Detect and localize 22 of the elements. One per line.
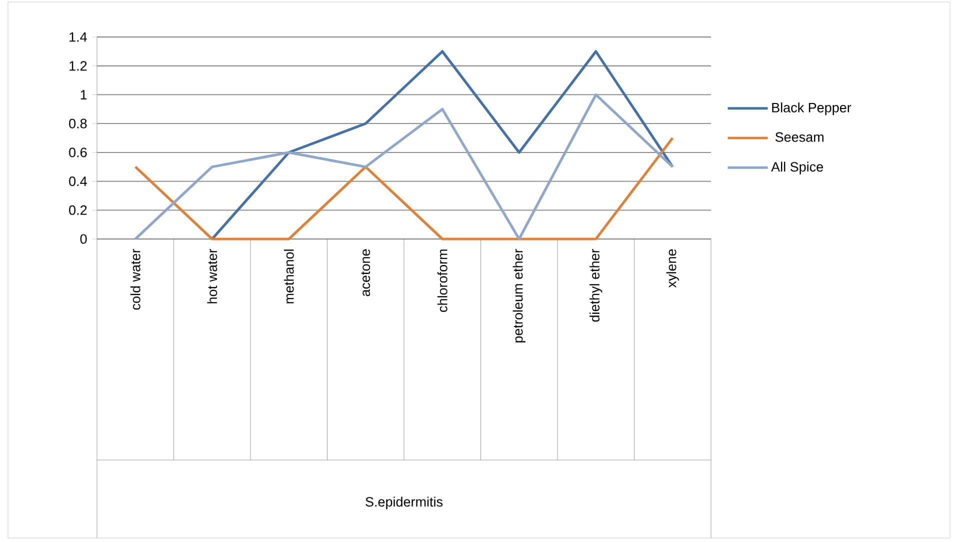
line-series <box>210 50 674 240</box>
legend-label: Black Pepper <box>772 102 852 116</box>
x-tick-label: xylene <box>666 249 679 288</box>
legend-label: Seesam <box>775 132 824 142</box>
y-tick-label: 1.2 <box>70 61 87 71</box>
y-tick-label: 0.4 <box>69 176 87 186</box>
y-tick-label: 1.4 <box>70 32 87 42</box>
x-tick-label: petroleum ether <box>512 248 526 342</box>
y-tick-label: 0.6 <box>69 148 87 158</box>
x-tick-label: acetone <box>361 249 370 296</box>
y-tick-label: 0.2 <box>69 205 87 215</box>
y-tick-label: 1 <box>80 90 87 100</box>
legend-label: All Spice <box>771 162 823 174</box>
x-tick-label: hot water <box>207 248 218 304</box>
x-tick-label: methanol <box>284 250 294 304</box>
y-tick-label: 0 <box>80 234 87 244</box>
x-tick-label: diethyl ether <box>590 248 602 322</box>
line-series <box>134 93 674 240</box>
x-tick-label: cold water <box>130 248 140 310</box>
x-tick-label: chloroform <box>437 250 448 312</box>
text: S.epidermitis <box>366 496 443 510</box>
y-tick-label: 0.8 <box>69 118 87 128</box>
